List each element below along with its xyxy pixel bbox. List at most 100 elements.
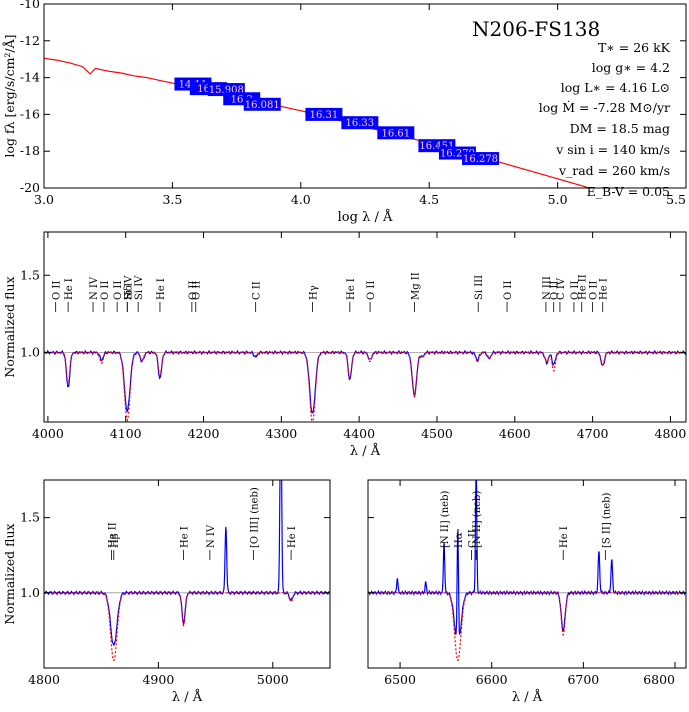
blue-xtick-label: 4800	[655, 426, 687, 441]
photometry-mag-label: 16.2	[231, 94, 253, 105]
param-logg: log g∗ = 4.2	[592, 60, 670, 75]
blue-line-id-label: O II	[570, 281, 581, 300]
param-logl: log L∗ = 4.16 L⊙	[561, 80, 670, 95]
blue-line-id-label: N IV	[89, 276, 100, 300]
halpha-plot-area: [N II] (neb) Hα C II[N II] (neb) He I [S II]…	[368, 480, 686, 662]
hbeta-xtick-label: 4800	[28, 672, 60, 687]
blue-ytick-label: 1.5	[20, 267, 40, 282]
hbeta-clipped	[44, 480, 330, 662]
halpha-clipped	[368, 480, 686, 662]
hbeta-xlabel: λ / Å	[172, 689, 203, 705]
hbeta-line-id-label: He I	[180, 526, 191, 548]
photometry-box	[341, 116, 379, 130]
photometry-mag-label: 16.081	[245, 100, 280, 111]
sed-ytick-label: -10	[20, 0, 40, 11]
blue-frame	[43, 231, 687, 423]
blue-line-id-label: O II	[589, 281, 600, 300]
photometry-mag-label: 16.278	[463, 154, 498, 165]
hbeta-line-id-label: [O III] (neb)	[249, 487, 260, 548]
halpha-observed-spectrum	[368, 480, 686, 635]
sed-xtick-label: 3.5	[162, 192, 182, 207]
halpha-line-id-label: [N II] (neb)	[472, 491, 483, 548]
blue-line-id-label: He I	[346, 278, 357, 300]
sed-title: N206-FS138	[472, 17, 600, 41]
sed-ytick-label: -18	[20, 143, 40, 158]
blue-xtick-label: 4500	[421, 426, 453, 441]
blue-line-id-label: N III	[542, 276, 553, 300]
halpha-xtick-label: 6700	[567, 672, 599, 687]
hbeta-xtick-label: 5000	[257, 672, 289, 687]
photometry-box	[305, 107, 343, 121]
blue-line-id-label: O II	[550, 281, 561, 300]
photometry-mag-label: 16.61	[381, 128, 410, 139]
photometry-box	[377, 126, 415, 140]
blue-line-id-label: O II	[100, 281, 111, 300]
halpha-line-id-label: [N II] (neb)	[440, 491, 451, 548]
photometry-mag-label: 16.451	[419, 141, 454, 152]
photometry-mag-label: 16.279	[440, 149, 475, 160]
hbeta-observed-spectrum	[44, 480, 330, 647]
blue-line-id-label: O II	[366, 281, 377, 300]
sed-axes: 3.0 3.5 4.0 4.5 5.0 5.5 -20 -18 -16 -14 -12 -10 log …	[2, 0, 687, 225]
blue-model-spectrum	[44, 351, 686, 422]
halpha-axes: 6500 6600 6700 6800 λ / Å	[367, 479, 687, 705]
blue-line-id-label: He I	[599, 278, 610, 300]
hbeta-line-id-label: N IV	[206, 524, 217, 548]
hbeta-line-id-label: He I	[287, 526, 298, 548]
blue-observed-spectrum	[44, 349, 686, 414]
blue-clipped	[44, 349, 686, 422]
photometry-mag-label: 16.31	[310, 110, 339, 121]
blue-line-id-label: C II	[252, 281, 263, 300]
blue-xtick-label: 4700	[577, 426, 609, 441]
hbeta-ylabel: Normalized flux	[2, 523, 17, 624]
stellar-parameters: T∗ = 26 kK log g∗ = 4.2 log L∗ = 4.16 L⊙…	[539, 40, 671, 199]
blue-line-id-label: Hγ	[308, 285, 319, 300]
blue-xtick-label: 4300	[265, 426, 297, 441]
sed-ytick-label: -20	[20, 180, 40, 195]
param-vrad: v_rad = 260 km/s	[558, 163, 670, 178]
sed-plot-area: 14.1116.115.90816.216.08116.3116.3316.61…	[43, 57, 589, 189]
blue-xtick-label: 4000	[32, 426, 64, 441]
halpha-line-id-label: [S II] (neb)	[601, 492, 612, 548]
sed-xtick-label: 4.0	[291, 192, 311, 207]
blue-line-id-label: He II	[578, 274, 589, 300]
halpha-xlabel: λ / Å	[512, 689, 543, 705]
blue-xlabel: λ / Å	[350, 443, 381, 459]
param-ebv: E_B-V = 0.05	[587, 184, 670, 199]
hbeta-model-spectrum	[44, 592, 330, 662]
blue-xtick-label: 4100	[110, 426, 142, 441]
sed-panel: 14.1116.115.90816.216.08116.3116.3316.61…	[2, 0, 687, 225]
halpha-line-id-label: C II	[468, 529, 479, 548]
blue-line-id-label: O II	[52, 281, 63, 300]
blue-line-id-label: C IV	[556, 277, 567, 300]
blue-line-id-label: O II	[503, 281, 514, 300]
hbeta-xtick-label: 4900	[142, 672, 174, 687]
blue-ylabel: Normalized flux	[2, 276, 17, 377]
param-mdot: log Ṁ = -7.28 M⊙/yr	[539, 100, 670, 115]
blue-line-id-label: O II	[192, 281, 203, 300]
sed-xtick-label: 5.5	[666, 192, 686, 207]
sed-ylabel: log fλ [erg/s/cm²/Å]	[2, 34, 17, 157]
param-teff: T∗ = 26 kK	[598, 40, 671, 55]
blue-line-id-label: Hδ	[123, 285, 134, 300]
halpha-line-id-label: Hα	[454, 532, 465, 548]
halpha-xtick-label: 6600	[476, 672, 508, 687]
blue-line-id-label: O II	[188, 281, 199, 300]
blue-axes: 4000 4100 4200 4300 4400 4500 4600 4700 4800 1.0 1…	[2, 231, 687, 459]
hbeta-line-id-label: He II	[107, 522, 118, 548]
halpha-xtick-label: 6500	[384, 672, 416, 687]
blue-xtick-label: 4200	[188, 426, 220, 441]
blue-line-id-label: O II	[113, 281, 124, 300]
photometry-box	[462, 152, 500, 166]
halpha-xtick-label: 6800	[643, 672, 675, 687]
blue-xtick-label: 4400	[343, 426, 375, 441]
param-dm: DM = 18.5 mag	[570, 121, 670, 136]
blue-line-id-label: He I	[64, 278, 75, 300]
blue-line-id-label: Mg II	[410, 272, 421, 300]
halpha-spectrum-panel: [N II] (neb) Hα C II[N II] (neb) He I [S II]…	[367, 479, 687, 705]
hbeta-ytick-label: 1.5	[20, 510, 40, 525]
photometry-box	[243, 97, 281, 111]
